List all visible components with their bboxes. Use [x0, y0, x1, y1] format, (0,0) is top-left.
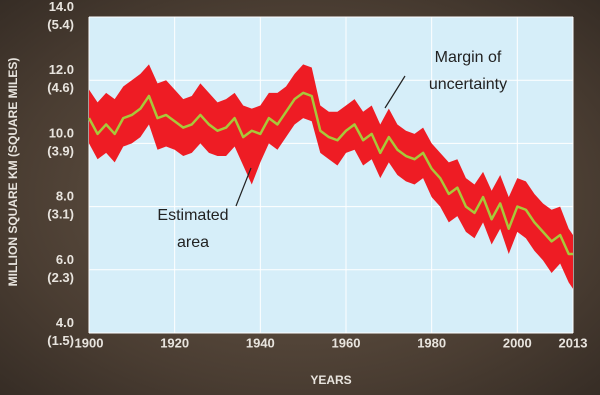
x-tick-label: 1940: [246, 335, 275, 350]
annotation: Margin of uncertainty: [429, 49, 507, 93]
uncertainty-band: [89, 64, 573, 289]
x-tick-label: 2000: [503, 335, 532, 350]
estimate-line: [87, 91, 573, 256]
plot-area: [89, 17, 573, 333]
x-tick-label: 1900: [75, 335, 104, 350]
y-tick-label: 6.0 (2.3): [47, 252, 74, 285]
y-tick-label: 10.0 (3.9): [47, 126, 74, 159]
y-tick-label: 4.0 (1.5): [47, 315, 74, 348]
y-tick-label: 12.0 (4.6): [47, 63, 74, 96]
y-tick-label: 14.0 (5.4): [47, 0, 74, 32]
annotation-leader: [384, 75, 406, 109]
x-tick-label: 1920: [160, 335, 189, 350]
x-tick-label: 2013: [559, 335, 588, 350]
annotation-leader: [235, 167, 252, 207]
x-tick-label: 1980: [417, 335, 446, 350]
annotation: Estimated area: [157, 207, 228, 251]
y-axis-title: MILLION SQUARE KM (SQUARE MILES): [6, 58, 20, 287]
y-tick-label: 8.0 (3.1): [47, 189, 74, 222]
x-tick-label: 1960: [332, 335, 361, 350]
x-axis-title: YEARS: [310, 373, 351, 387]
